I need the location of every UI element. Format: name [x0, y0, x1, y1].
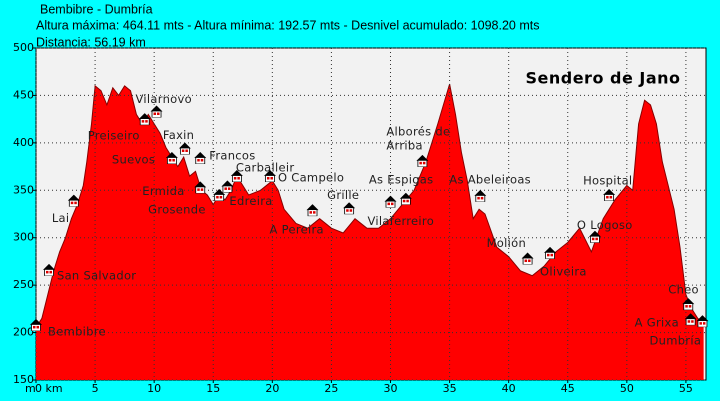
x-tick-label: 25 [324, 382, 338, 395]
waypoint-label: Suevos [112, 152, 155, 166]
x-tick-label: 20 [265, 382, 279, 395]
header-route: Bembibre - Dumbría [40, 2, 153, 16]
elevation-area [36, 84, 704, 380]
y-tick-label: 150 [13, 373, 34, 386]
waypoint-label: Vilarnovo [136, 92, 192, 106]
y-unit: m [25, 382, 36, 395]
waypoint-label: Grosende [148, 202, 206, 216]
y-tick-label: 350 [13, 183, 34, 196]
y-tick-label: 400 [13, 136, 34, 149]
waypoint-label: San Salvador [57, 268, 136, 282]
x-tick-label: 35 [443, 382, 457, 395]
y-tick-label: 250 [13, 278, 34, 291]
waypoint-label: A Grixa [635, 316, 679, 330]
waypoint-label: Carballeir [236, 161, 295, 175]
waypoint-label: Preiseiro [88, 129, 140, 143]
waypoint-label: Faxin [163, 128, 194, 142]
x-tick-label: 15 [206, 382, 220, 395]
waypoint-label: Molión [487, 236, 526, 250]
x-tick-label: 10 [147, 382, 161, 395]
waypoint-label: Vilaferreiro [367, 214, 434, 228]
y-tick-label: 450 [13, 88, 34, 101]
waypoint-label: Edreira [229, 194, 272, 208]
waypoint-label: Alborés de [386, 124, 450, 138]
x-tick-label: 55 [679, 382, 693, 395]
waypoint-label: A Pereira [270, 223, 324, 237]
elevation-line [35, 83, 704, 329]
y-tick-label: 300 [13, 231, 34, 244]
waypoint-label: As Abeleiroas [449, 172, 531, 186]
waypoint-label: Oliveira [540, 264, 587, 278]
x-tick-label: 40 [502, 382, 516, 395]
y-tick-label: 500 [13, 41, 34, 54]
x-tick-label: 50 [620, 382, 634, 395]
x-tick-label: 30 [383, 382, 397, 395]
x-tick-label: 0 km [35, 382, 63, 395]
chart-title: Sendero de Jano [525, 69, 680, 88]
waypoint-label: As Espigas [369, 172, 434, 186]
waypoint-label: Francos [209, 148, 255, 162]
waypoint-label: O Logoso [577, 218, 633, 232]
y-tick-label: 200 [13, 326, 34, 339]
waypoint-label: Grille [327, 188, 359, 202]
waypoint-label: Hospital [583, 173, 632, 187]
waypoint-label: Lai [52, 211, 70, 225]
waypoint-label: Bembibre [48, 324, 106, 338]
x-tick-label: 45 [561, 382, 575, 395]
waypoint-label: O Campelo [278, 171, 344, 185]
waypoint-label: Arriba [386, 138, 422, 152]
header-distance: Distancia: 56.19 km [36, 35, 146, 49]
waypoint-label: Cheo [668, 283, 699, 297]
waypoint-label: Dumbría [649, 334, 701, 348]
x-tick-label: 5 [92, 382, 99, 395]
waypoint-label: Ermida [142, 184, 184, 198]
header-stats: Altura máxima: 464.11 mts - Altura mínim… [36, 18, 539, 32]
